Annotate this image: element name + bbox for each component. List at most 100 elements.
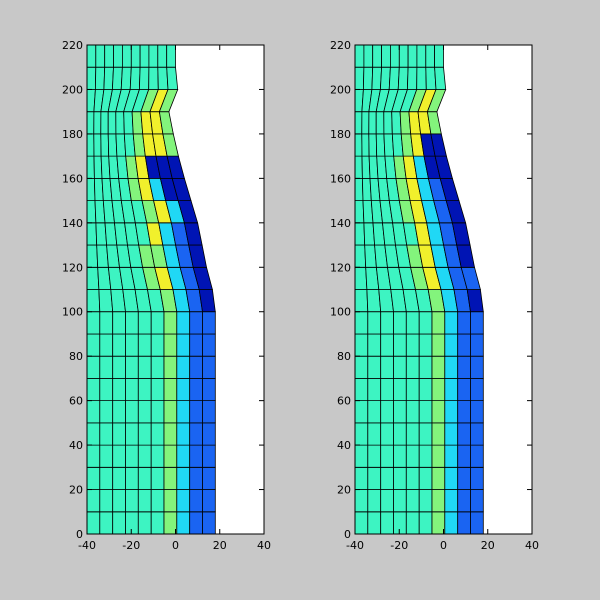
y-tick-label: 40 bbox=[69, 439, 83, 452]
mesh-cell bbox=[444, 489, 459, 513]
mesh-cell bbox=[367, 333, 382, 357]
mesh-cell bbox=[148, 66, 159, 90]
mesh-cell bbox=[189, 400, 203, 424]
y-tick-label: 140 bbox=[330, 217, 351, 230]
mesh-cell bbox=[398, 44, 409, 68]
mesh-cell bbox=[354, 377, 369, 402]
mesh-cell bbox=[150, 377, 165, 402]
mesh-cell bbox=[163, 511, 178, 535]
mesh-cell bbox=[86, 444, 101, 468]
mesh-cell bbox=[104, 44, 114, 68]
mesh-cell bbox=[202, 422, 216, 446]
mesh-cell bbox=[444, 511, 459, 535]
x-tick-label: 0 bbox=[172, 539, 179, 552]
mesh-cell bbox=[431, 511, 446, 535]
mesh-cell bbox=[431, 400, 446, 424]
mesh-cell bbox=[100, 133, 110, 157]
mesh-cell bbox=[444, 311, 459, 335]
mesh-cell bbox=[367, 444, 382, 468]
mesh-cell bbox=[99, 333, 114, 357]
mesh-cell bbox=[354, 466, 369, 490]
right-axes: -40 -20 0 20 40 0 20 40 60 80 100 120 140 160 180 200 22… bbox=[330, 39, 539, 552]
mesh-cell bbox=[112, 422, 126, 446]
mesh-cell bbox=[354, 111, 363, 135]
mesh-cell bbox=[112, 377, 126, 402]
mesh-cell bbox=[405, 466, 420, 490]
mesh-cell bbox=[470, 511, 484, 535]
mesh-cell bbox=[367, 422, 382, 446]
mesh-cell bbox=[86, 266, 100, 290]
mesh-cell bbox=[457, 422, 471, 446]
mesh-cell bbox=[380, 355, 394, 379]
mesh-cell bbox=[122, 44, 132, 68]
mesh-cell bbox=[470, 400, 484, 424]
mesh-cell bbox=[391, 111, 402, 135]
mesh-cell bbox=[397, 66, 409, 90]
mesh-cell bbox=[431, 311, 446, 335]
mesh-cell bbox=[380, 311, 394, 335]
left-axes: -40 -20 0 20 40 0 20 40 60 80 100 120 140 160 180 200 22… bbox=[62, 39, 271, 552]
mesh-cell bbox=[393, 400, 407, 424]
mesh-cell bbox=[418, 400, 433, 424]
mesh-cell bbox=[202, 489, 216, 513]
mesh-cell bbox=[354, 400, 369, 424]
mesh-cell bbox=[86, 422, 101, 446]
mesh-cell bbox=[202, 466, 216, 490]
mesh-cell bbox=[137, 355, 152, 379]
mesh-cell bbox=[163, 422, 178, 446]
mesh-cell bbox=[176, 355, 191, 379]
mesh-cell bbox=[112, 444, 126, 468]
mesh-cell bbox=[202, 355, 216, 379]
mesh-cell bbox=[418, 466, 433, 490]
mesh-cell bbox=[431, 444, 446, 468]
y-tick-label: 160 bbox=[62, 172, 83, 185]
mesh-cell bbox=[189, 444, 203, 468]
mesh-cell bbox=[416, 66, 427, 90]
mesh-cell bbox=[354, 44, 365, 68]
mesh-cell bbox=[380, 444, 394, 468]
mesh-cell bbox=[86, 400, 101, 424]
mesh-cell bbox=[113, 44, 123, 68]
mesh-cell bbox=[125, 355, 139, 379]
mesh-cell bbox=[189, 377, 203, 402]
y-tick-label: 80 bbox=[337, 350, 351, 363]
mesh-cell bbox=[99, 422, 114, 446]
mesh-cell bbox=[99, 444, 114, 468]
mesh-cell bbox=[444, 377, 459, 402]
mesh-cell bbox=[354, 333, 369, 357]
y-tick-label: 140 bbox=[62, 217, 83, 230]
mesh-cell bbox=[393, 422, 407, 446]
mesh-cell bbox=[418, 422, 433, 446]
mesh-cell bbox=[150, 489, 165, 513]
mesh-cell bbox=[354, 266, 368, 290]
mesh-cell bbox=[112, 489, 126, 513]
mesh-cell bbox=[354, 444, 369, 468]
y-tick-label: 100 bbox=[62, 306, 83, 319]
mesh-cell bbox=[367, 400, 382, 424]
mesh-cell bbox=[176, 400, 191, 424]
mesh-cell bbox=[93, 133, 102, 157]
mesh-cell bbox=[375, 133, 386, 157]
mesh-cell bbox=[137, 489, 152, 513]
mesh-cell bbox=[130, 44, 141, 68]
mesh-cell bbox=[380, 377, 394, 402]
mesh-cell bbox=[125, 422, 139, 446]
mesh-cell bbox=[354, 133, 363, 157]
mesh-cell bbox=[405, 400, 420, 424]
mesh-cell bbox=[466, 289, 484, 313]
mesh-cell bbox=[444, 400, 459, 424]
mesh-cell bbox=[138, 66, 150, 90]
mesh-cell bbox=[366, 289, 382, 313]
mesh-cell bbox=[431, 489, 446, 513]
mesh-cell bbox=[354, 511, 369, 535]
mesh-cell bbox=[431, 355, 446, 379]
mesh-cell bbox=[86, 177, 96, 202]
mesh-cell bbox=[457, 333, 471, 357]
mesh-cell bbox=[86, 44, 97, 68]
mesh-cell bbox=[354, 177, 364, 202]
mesh-cell bbox=[371, 66, 383, 90]
mesh-cell bbox=[163, 377, 178, 402]
mesh-cell bbox=[148, 44, 159, 68]
mesh-cell bbox=[189, 311, 203, 335]
mesh-cell bbox=[202, 400, 216, 424]
